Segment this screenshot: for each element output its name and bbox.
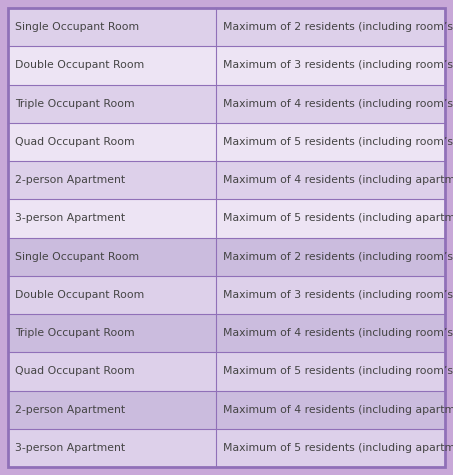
Text: Maximum of 4 residents (including apartment’s occupants): Maximum of 4 residents (including apartm…: [222, 405, 453, 415]
Bar: [8, 429, 445, 467]
Text: 2-person Apartment: 2-person Apartment: [15, 405, 125, 415]
Text: Quad Occupant Room: Quad Occupant Room: [15, 137, 135, 147]
Text: Maximum of 5 residents (including apartment’s occupants): Maximum of 5 residents (including apartm…: [222, 213, 453, 223]
Text: 3-person Apartment: 3-person Apartment: [15, 213, 125, 223]
Bar: [8, 314, 445, 352]
Text: Maximum of 5 residents (including room’s occupants): Maximum of 5 residents (including room’s…: [222, 137, 453, 147]
Bar: [8, 161, 445, 199]
Text: 3-person Apartment: 3-person Apartment: [15, 443, 125, 453]
Text: Maximum of 3 residents (including room’s occupants): Maximum of 3 residents (including room’s…: [222, 60, 453, 70]
Text: Single Occupant Room: Single Occupant Room: [15, 22, 139, 32]
Text: Maximum of 2 residents (including room’s occupants): Maximum of 2 residents (including room’s…: [222, 252, 453, 262]
Text: Triple Occupant Room: Triple Occupant Room: [15, 99, 135, 109]
Text: Quad Occupant Room: Quad Occupant Room: [15, 366, 135, 376]
Bar: [8, 8, 445, 46]
Text: Double Occupant Room: Double Occupant Room: [15, 60, 144, 70]
Bar: [8, 199, 445, 238]
Bar: [8, 276, 445, 314]
Text: Maximum of 4 residents (including room’s occupants): Maximum of 4 residents (including room’s…: [222, 328, 453, 338]
Text: Maximum of 3 residents (including room’s occupants): Maximum of 3 residents (including room’s…: [222, 290, 453, 300]
Text: Maximum of 5 residents (including apartment’s occupants): Maximum of 5 residents (including apartm…: [222, 443, 453, 453]
Bar: [8, 85, 445, 123]
Text: Double Occupant Room: Double Occupant Room: [15, 290, 144, 300]
Text: Maximum of 4 residents (including apartment’s occupants): Maximum of 4 residents (including apartm…: [222, 175, 453, 185]
Text: Maximum of 4 residents (including room’s occupants): Maximum of 4 residents (including room’s…: [222, 99, 453, 109]
Bar: [8, 390, 445, 429]
Text: Single Occupant Room: Single Occupant Room: [15, 252, 139, 262]
Bar: [8, 46, 445, 85]
Text: 2-person Apartment: 2-person Apartment: [15, 175, 125, 185]
Bar: [8, 123, 445, 161]
Bar: [8, 238, 445, 276]
Text: Maximum of 5 residents (including room’s occupants): Maximum of 5 residents (including room’s…: [222, 366, 453, 376]
Text: Triple Occupant Room: Triple Occupant Room: [15, 328, 135, 338]
Bar: [8, 352, 445, 390]
Text: Maximum of 2 residents (including room’s occupants): Maximum of 2 residents (including room’s…: [222, 22, 453, 32]
